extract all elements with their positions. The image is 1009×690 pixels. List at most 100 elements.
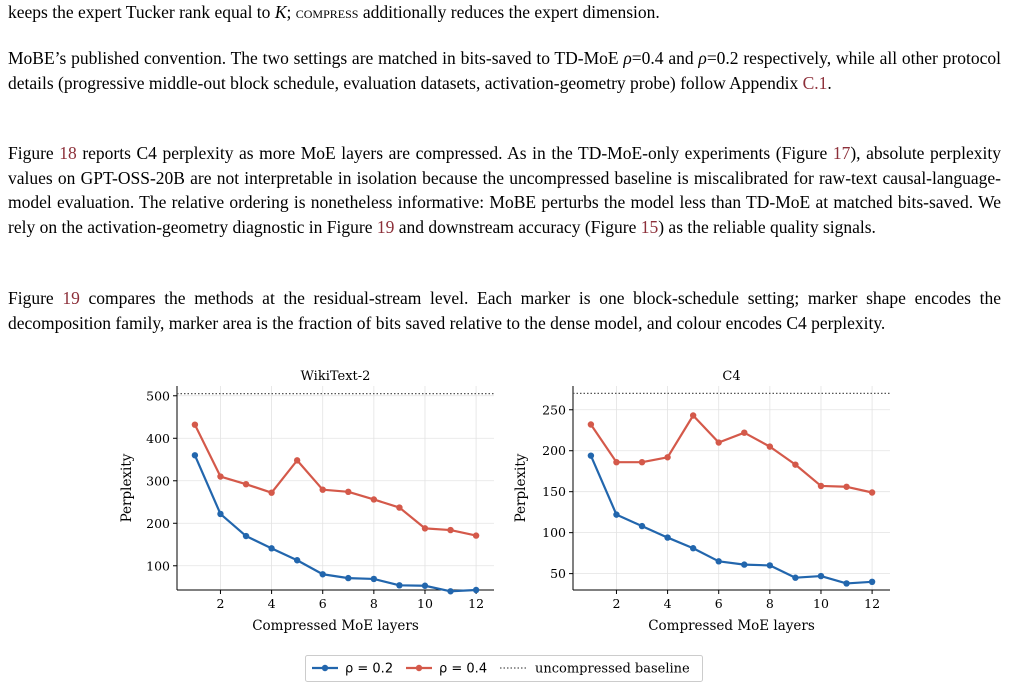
x-tick-label: 6 — [715, 596, 723, 611]
data-point — [664, 454, 671, 461]
text-run: keeps the expert Tucker rank equal to — [8, 2, 275, 22]
data-point — [396, 504, 403, 511]
data-point — [191, 452, 199, 459]
figure-link[interactable]: 15 — [640, 216, 659, 237]
data-point — [447, 588, 454, 595]
series-line-rho-0.4 — [193, 424, 477, 537]
x-tick-label: 2 — [216, 596, 224, 611]
data-point — [792, 461, 799, 468]
x-tick-label: 12 — [468, 596, 484, 611]
data-point — [638, 458, 646, 466]
data-point — [638, 522, 646, 530]
text-run: . — [827, 72, 832, 93]
series-line-rho-0.4 — [589, 414, 873, 494]
data-point — [421, 582, 429, 589]
data-point — [370, 496, 378, 503]
text-run: ; — [286, 2, 296, 22]
y-tick-label: 500 — [146, 388, 170, 403]
data-point — [370, 575, 378, 583]
data-point — [447, 526, 454, 534]
y-tick-label: 150 — [542, 484, 566, 499]
data-point — [843, 483, 850, 490]
x-tick-label: 2 — [612, 596, 620, 611]
x-tick-label: 8 — [370, 596, 378, 611]
data-point — [613, 458, 620, 466]
legend-label-baseline: uncompressed baseline — [535, 662, 690, 677]
data-point — [472, 586, 480, 594]
text-run: =0.2 respectively, while all other proto… — [8, 48, 1001, 93]
text-run: MoBE’s published convention. The two set… — [8, 48, 624, 68]
legend-label-rho-0.4: ρ = 0.4 — [439, 662, 487, 677]
text-run: ), absolute perplexity values on GPT-OSS… — [8, 143, 1001, 237]
series-line-rho-0.2 — [193, 454, 477, 593]
paragraph-1: MoBE’s published convention. The two set… — [8, 46, 1001, 95]
x-tick-label: 4 — [268, 596, 276, 611]
chart-title: WikiText-2 — [301, 369, 371, 384]
paragraph-2: Figure 18 reports C4 perplexity as more … — [8, 141, 1001, 239]
data-point — [319, 486, 326, 493]
figure-link[interactable]: 19 — [62, 288, 80, 308]
data-point — [843, 580, 850, 587]
data-point — [319, 571, 326, 578]
x-tick-label: 12 — [864, 596, 880, 611]
y-tick-label: 200 — [542, 443, 566, 458]
chart-panel-1: 2 4 6 8 10 12 100 200 300 400 500 WikiText-2 Compres… — [119, 369, 494, 634]
data-point — [293, 457, 301, 464]
x-tick-label: 4 — [664, 596, 672, 611]
data-point — [817, 572, 825, 580]
x-tick-label: 10 — [813, 596, 829, 611]
data-point — [689, 545, 697, 552]
y-axis-label: Perplexity — [119, 453, 135, 522]
data-point — [191, 421, 199, 428]
data-point — [766, 443, 774, 450]
figure-link[interactable]: 17 — [832, 143, 851, 163]
data-point — [472, 532, 480, 539]
data-point — [817, 482, 825, 490]
data-point — [421, 525, 429, 532]
chart-title: C4 — [722, 369, 740, 384]
data-point — [715, 439, 722, 446]
text-run: and downstream accuracy (Figure — [394, 216, 641, 237]
data-point — [293, 557, 301, 564]
data-point — [689, 412, 697, 419]
legend: ρ = 0.2 ρ = 0.4 uncompressed baseline — [305, 655, 703, 682]
y-axis-label: Perplexity — [513, 453, 529, 522]
math-symbol: ρ — [623, 48, 632, 68]
y-tick-label: 250 — [542, 402, 566, 417]
figure-link[interactable]: 19 — [376, 216, 395, 237]
math-symbol: K — [274, 2, 287, 22]
data-point — [741, 429, 748, 436]
legend-swatch-marker — [415, 664, 423, 672]
paragraph-0: keeps the expert Tucker rank equal to K;… — [8, 0, 1001, 25]
y-tick-label: 50 — [550, 566, 566, 581]
data-point — [868, 578, 876, 586]
y-tick-label: 100 — [542, 525, 566, 540]
text-run: ) as the reliable quality signals. — [658, 216, 876, 237]
x-axis-label: Compressed MoE layers — [648, 618, 815, 634]
text-run: compares the methods at the residual-str… — [8, 288, 1001, 333]
data-point — [664, 534, 671, 541]
data-point — [217, 473, 224, 480]
y-tick-label: 200 — [146, 516, 170, 531]
data-point — [766, 562, 774, 569]
data-point — [868, 489, 876, 496]
data-point — [345, 574, 352, 582]
x-tick-label: 10 — [417, 596, 433, 611]
y-tick-label: 300 — [146, 473, 170, 488]
text-run: additionally reduces the expert dimensio… — [358, 2, 660, 22]
text-run: Figure — [8, 288, 63, 308]
series-line-rho-0.2 — [589, 455, 873, 585]
data-point — [242, 532, 250, 540]
data-point — [741, 561, 748, 568]
figure-link[interactable]: 18 — [59, 143, 77, 163]
page-crop-mask — [0, 343, 1009, 354]
smallcaps-term: compress — [295, 2, 359, 22]
data-point — [345, 488, 352, 496]
math-symbol: ρ — [698, 48, 707, 68]
legend-label-rho-0.2: ρ = 0.2 — [345, 662, 393, 677]
chart-panel-2: 2 4 6 8 10 12 50 100 150 200 250 C4 Compressed MoE l… — [513, 369, 890, 634]
data-point — [268, 545, 275, 552]
appendix-link[interactable]: C.1 — [802, 72, 828, 93]
text-run: reports C4 perplexity as more MoE layers… — [76, 143, 833, 163]
